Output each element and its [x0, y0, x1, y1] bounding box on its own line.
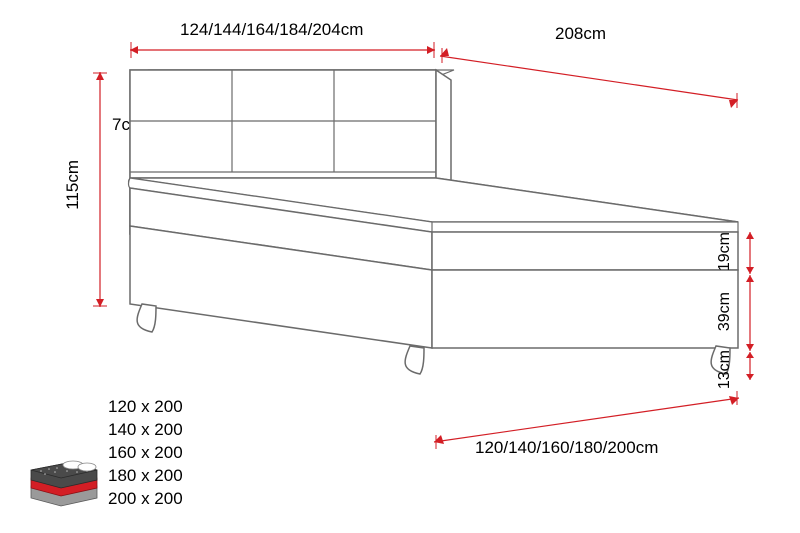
bed-isometric-drawing [130, 70, 750, 400]
size-option: 180 x 200 [108, 465, 183, 488]
size-option: 120 x 200 [108, 396, 183, 419]
dim-headboard-height: 115cm [63, 160, 83, 210]
dim-mattress-width: 120/140/160/180/200cm [475, 438, 658, 458]
size-option: 200 x 200 [108, 488, 183, 511]
dim-leg: 13cm [716, 350, 734, 389]
mattress-stack-icon [27, 452, 99, 507]
bed-dimension-diagram: 124/144/164/184/204cm 208cm 115cm 7cm [0, 0, 800, 533]
dim-total-length: 208cm [555, 24, 606, 44]
size-option: 140 x 200 [108, 419, 183, 442]
dim-base: 39cm [716, 292, 734, 331]
size-option: 160 x 200 [108, 442, 183, 465]
dim-topper: 19cm [716, 232, 734, 271]
size-options-list: 120 x 200 140 x 200 160 x 200 180 x 200 … [108, 396, 183, 511]
dim-headboard-width: 124/144/164/184/204cm [180, 20, 363, 40]
